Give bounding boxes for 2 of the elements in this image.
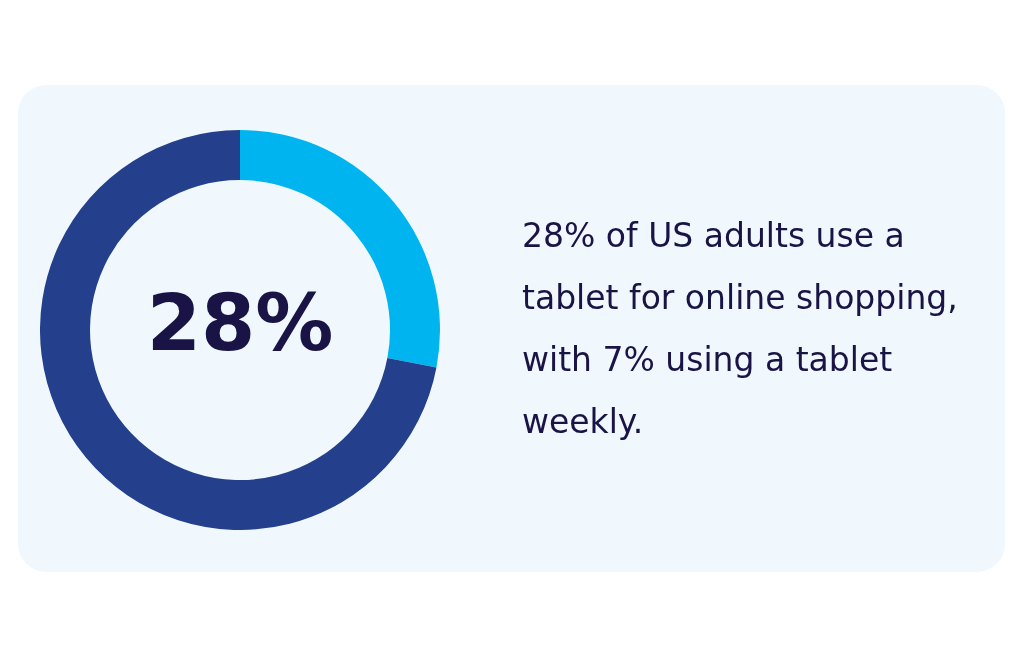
data-label: 28% [146, 278, 334, 369]
text: 28% of US adults use a tablet for online shopping, with 7% using a tablet weekly. [522, 215, 959, 443]
